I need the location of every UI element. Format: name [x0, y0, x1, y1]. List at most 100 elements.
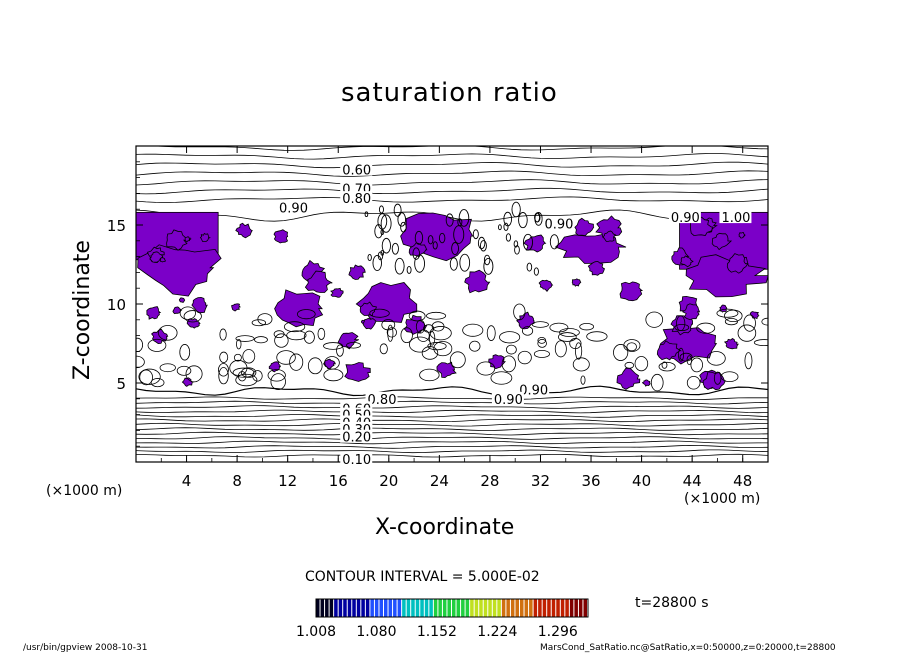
contour-label: 0.20 — [342, 431, 371, 446]
colorbar-segment — [565, 599, 569, 617]
x-unit-right: (×1000 m) — [684, 491, 761, 507]
contour-loop — [432, 241, 438, 250]
y-tick-label: 5 — [116, 375, 126, 393]
contour-label: 1.00 — [721, 211, 750, 226]
contour-loop — [185, 365, 203, 383]
colorbar-segment — [551, 599, 556, 617]
colorbar-segment — [379, 599, 383, 617]
plot-frame — [135, 145, 769, 463]
contour-label-bg — [517, 382, 550, 396]
contour-loop — [377, 213, 388, 230]
contour-line — [136, 444, 768, 449]
contour-label: 0.90 — [279, 202, 308, 217]
contour-line — [136, 422, 768, 427]
contour-loop — [453, 225, 465, 244]
supersaturated-cell — [159, 257, 166, 263]
time-label: t=28800 s — [635, 595, 709, 611]
colorbar-segment — [483, 599, 488, 617]
contour-loop — [179, 344, 191, 361]
colorbar-segment — [538, 599, 542, 617]
supersaturated-cell — [304, 270, 333, 293]
contour-loop — [724, 317, 738, 326]
contour-loop — [267, 369, 286, 382]
colorbar-segment — [411, 599, 415, 617]
contour-loop — [518, 212, 528, 229]
x-tick-label: 32 — [531, 472, 550, 490]
colorbar-segment — [533, 599, 538, 617]
colorbar-segment — [447, 599, 451, 617]
contour-loop — [744, 352, 753, 370]
contour-loop — [503, 211, 513, 227]
contour-loop — [409, 336, 432, 353]
contour-loop — [378, 205, 384, 214]
contour-loop — [139, 369, 153, 386]
supersaturated-cell — [587, 260, 606, 276]
colorbar-segment — [370, 599, 374, 617]
contour-loop — [323, 342, 344, 350]
contour-loop — [505, 344, 517, 355]
contour-line — [136, 209, 768, 222]
contour-loop — [572, 357, 590, 372]
contour-line — [136, 440, 768, 445]
colorbar-segment — [524, 599, 529, 617]
colorbar-segment — [569, 599, 574, 617]
contour-loop — [219, 351, 229, 363]
contour-line — [136, 418, 768, 423]
contour-loop — [634, 356, 649, 372]
contour-loop — [503, 222, 509, 231]
contour-loop — [469, 340, 481, 352]
contour-loop — [559, 328, 580, 337]
colorbar-segment — [393, 599, 397, 617]
colorbar-frame — [315, 598, 589, 618]
contour-loop — [372, 255, 382, 271]
contour-loop — [445, 213, 454, 227]
supersaturated-cell — [330, 287, 344, 298]
x-tick-label: 20 — [379, 472, 398, 490]
contour-label: 0.60 — [342, 164, 371, 179]
colorbar-segment — [488, 599, 492, 617]
contour-loop — [696, 322, 716, 334]
supersaturated-cell — [178, 297, 186, 303]
contour-loop — [252, 370, 263, 382]
colorbar-segment — [529, 599, 533, 617]
contour-loop — [521, 326, 534, 336]
contour-loop — [713, 371, 722, 385]
contour-loop — [645, 311, 664, 328]
contour-loop — [661, 361, 668, 369]
y-axis-title: Z-coordinate — [70, 240, 95, 380]
contour-loop — [251, 319, 267, 327]
supersaturated-cell — [184, 236, 192, 243]
supersaturated-cell — [719, 304, 728, 313]
colorbar-tick-label: 1.008 — [296, 624, 336, 640]
contour-label: 0.80 — [342, 192, 371, 207]
x-unit-left: (×1000 m) — [46, 483, 123, 499]
colorbar-segment — [338, 599, 343, 617]
contour-label-bg — [340, 191, 373, 205]
colorbar-segment — [356, 599, 361, 617]
contour-loop — [323, 368, 344, 382]
supersaturated-cell — [191, 296, 208, 314]
supersaturated-cell — [186, 318, 201, 329]
contour-loop — [179, 306, 196, 320]
contour-loop — [289, 353, 304, 371]
supersaturated-cell — [231, 303, 242, 312]
x-tick-label: 40 — [632, 472, 651, 490]
supersaturated-cell — [166, 229, 188, 251]
contour-loop — [650, 373, 664, 392]
colorbar-segment — [374, 599, 379, 617]
colorbar-segment — [556, 599, 560, 617]
colorbar-segment — [352, 599, 356, 617]
contour-loop — [486, 325, 496, 341]
y-tick-label: 10 — [107, 296, 126, 314]
supersaturated-cell — [679, 255, 694, 268]
x-tick-label: 36 — [581, 472, 600, 490]
contour-loop — [514, 245, 520, 255]
supersaturated-region — [274, 289, 324, 328]
contour-loop — [476, 361, 496, 376]
contour-loop — [690, 357, 703, 373]
chart-title: saturation ratio — [341, 78, 558, 108]
colorbar-segment — [520, 599, 524, 617]
colorbar-segment — [334, 599, 338, 617]
contour-line — [136, 436, 768, 440]
